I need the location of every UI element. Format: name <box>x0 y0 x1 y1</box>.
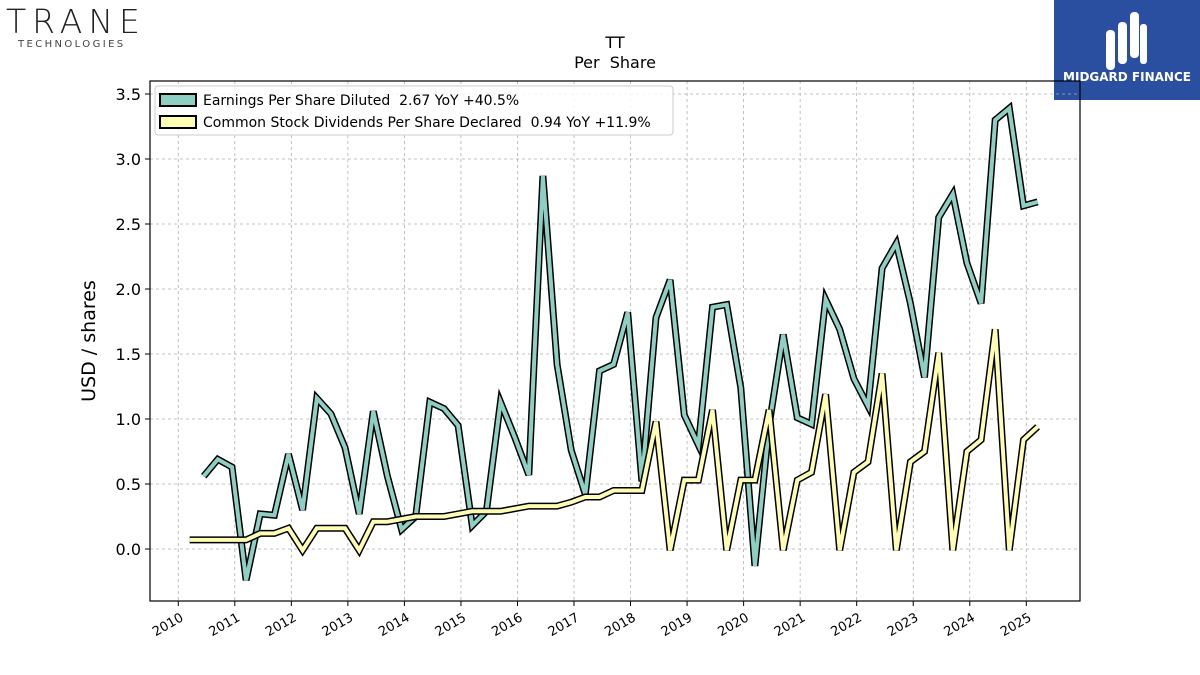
legend: Earnings Per Share Diluted 2.67 YoY +40.… <box>154 85 674 136</box>
x-tick-label: 2014 <box>376 610 412 640</box>
x-tick-label: 2023 <box>885 610 921 640</box>
trane-logo-graphic: TRANE TECHNOLOGIES <box>6 2 146 50</box>
y-axis: 0.0 0.5 1.0 1.5 2.0 2.5 3.0 3.5 <box>116 85 150 559</box>
chart-subtitle: Per Share <box>574 53 656 72</box>
midgard-logo-graphic: MIDGARD FINANCE <box>1063 12 1191 84</box>
y-tick-label: 1.5 <box>116 345 141 364</box>
y-tick-label: 3.0 <box>116 150 141 169</box>
y-tick-label: 0.0 <box>116 540 141 559</box>
x-tick-label: 2011 <box>207 610 243 640</box>
x-tick-label: 2024 <box>942 610 978 640</box>
x-tick-label: 2017 <box>546 610 582 640</box>
x-tick-label: 2022 <box>829 610 865 640</box>
series-line-0 <box>202 104 1039 581</box>
legend-swatch-0 <box>159 93 197 107</box>
grid-lines <box>150 81 1080 601</box>
x-tick-label: 2025 <box>998 610 1034 640</box>
midgard-brand-name: MIDGARD FINANCE <box>1063 70 1191 84</box>
y-tick-label: 2.5 <box>116 215 141 234</box>
chart-title: TT <box>604 33 624 52</box>
legend-label-1: Common Stock Dividends Per Share Declare… <box>203 115 651 131</box>
series-layer <box>189 101 1040 581</box>
x-tick-label: 2010 <box>150 610 186 640</box>
midgard-finance-logo: MIDGARD FINANCE <box>1054 0 1200 100</box>
x-tick-label: 2015 <box>433 610 469 640</box>
plot-frame <box>149 80 1081 602</box>
x-tick-label: 2020 <box>715 610 751 640</box>
logo-brand-name: TRANE <box>6 2 146 41</box>
y-axis-label: USD / shares <box>78 280 100 402</box>
midgard-emblem-icon <box>1106 12 1147 70</box>
x-tick-label: 2013 <box>320 610 356 640</box>
logo-brand-sub: TECHNOLOGIES <box>17 39 126 50</box>
x-tick-label: 2021 <box>772 610 808 640</box>
x-tick-label: 2019 <box>659 610 695 640</box>
y-tick-label: 0.5 <box>116 475 141 494</box>
x-tick-label: 2012 <box>263 610 299 640</box>
x-tick-label: 2016 <box>489 610 525 640</box>
y-tick-label: 3.5 <box>116 85 141 104</box>
trane-logo: TRANE TECHNOLOGIES <box>0 0 170 60</box>
legend-box <box>154 85 674 136</box>
y-tick-label: 1.0 <box>116 410 141 429</box>
y-tick-label: 2.0 <box>116 280 141 299</box>
legend-swatch-1 <box>159 115 197 129</box>
x-axis: 2010 2011 2012 2013 2014 2015 2016 2017 2018 2019… <box>150 601 1034 640</box>
legend-label-0: Earnings Per Share Diluted 2.67 YoY +40.… <box>203 93 519 109</box>
x-tick-label: 2018 <box>602 610 638 640</box>
series-line-1 <box>189 329 1039 555</box>
